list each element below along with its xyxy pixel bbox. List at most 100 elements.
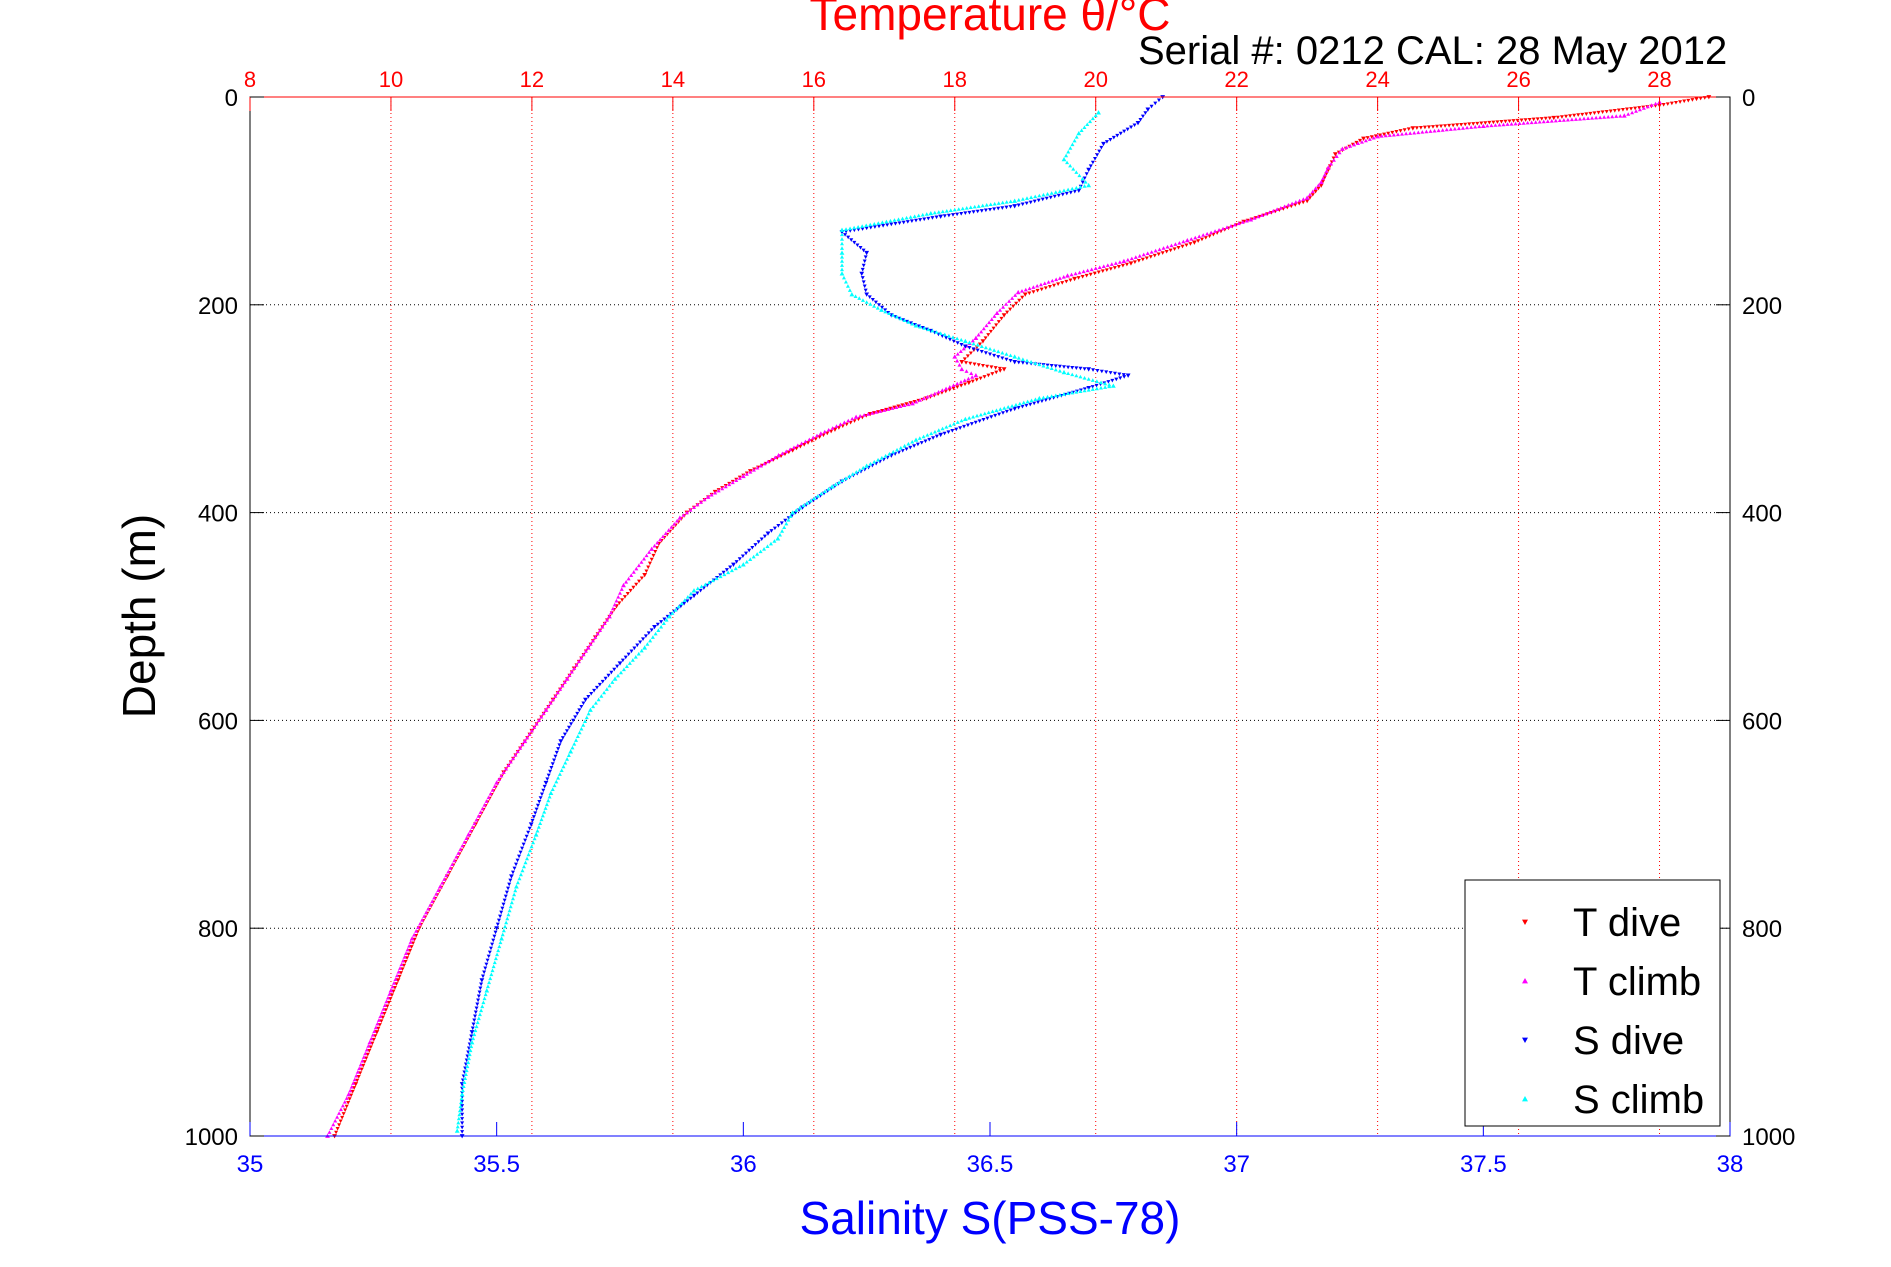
interpolated-point — [1172, 247, 1177, 251]
data-point — [691, 588, 697, 593]
interpolated-point — [862, 413, 867, 417]
interpolated-point — [782, 452, 787, 457]
interpolated-point — [646, 565, 651, 570]
data-point — [459, 1092, 465, 1097]
interpolated-point — [986, 373, 991, 378]
interpolated-point — [673, 608, 678, 612]
interpolated-point — [1019, 289, 1024, 293]
interpolated-point — [405, 956, 410, 960]
interpolated-point — [934, 215, 939, 220]
interpolated-point — [626, 576, 631, 581]
interpolated-point — [1452, 126, 1457, 131]
interpolated-point — [563, 760, 568, 765]
interpolated-point — [534, 807, 539, 812]
interpolated-point — [914, 399, 919, 404]
interpolated-point — [480, 1004, 485, 1009]
interpolated-point — [625, 592, 630, 596]
interpolated-point — [1348, 144, 1353, 148]
interpolated-point — [1177, 240, 1182, 245]
interpolated-point — [1071, 167, 1076, 171]
interpolated-point — [996, 206, 1001, 211]
interpolated-point — [872, 304, 877, 308]
interpolated-point — [592, 688, 597, 693]
interpolated-point — [678, 604, 683, 609]
interpolated-point — [904, 447, 909, 452]
interpolated-point — [1499, 120, 1504, 124]
interpolated-point — [984, 203, 989, 207]
interpolated-point — [1324, 172, 1329, 176]
interpolated-point — [566, 753, 571, 757]
interpolated-point — [504, 920, 509, 925]
data-point — [466, 832, 471, 837]
data-point — [388, 988, 394, 993]
interpolated-point — [914, 218, 918, 223]
interpolated-point — [860, 298, 865, 302]
interpolated-point — [955, 358, 960, 363]
interpolated-point — [848, 226, 853, 231]
interpolated-point — [838, 422, 843, 427]
interpolated-point — [527, 732, 532, 736]
interpolated-point — [1096, 270, 1101, 275]
interpolated-point — [769, 529, 774, 533]
interpolated-point — [875, 306, 880, 310]
data-point — [454, 1128, 460, 1133]
interpolated-point — [1598, 115, 1603, 120]
interpolated-point — [960, 206, 965, 211]
interpolated-point — [537, 800, 542, 804]
interpolated-point — [982, 411, 987, 416]
interpolated-point — [508, 759, 513, 764]
interpolated-point — [740, 554, 745, 559]
interpolated-point — [1117, 372, 1122, 377]
interpolated-point — [1196, 239, 1201, 243]
depth-tick-label-right: 400 — [1742, 501, 1782, 528]
interpolated-point — [794, 508, 799, 512]
interpolated-point — [555, 690, 560, 695]
interpolated-point — [465, 1064, 470, 1069]
interpolated-point — [880, 305, 885, 310]
data-point — [621, 582, 626, 588]
interpolated-point — [1073, 271, 1078, 276]
interpolated-point — [1032, 401, 1037, 406]
interpolated-point — [1188, 242, 1193, 246]
interpolated-point — [946, 213, 951, 218]
interpolated-point — [990, 372, 995, 376]
interpolated-point — [992, 348, 997, 352]
interpolated-point — [968, 205, 973, 210]
interpolated-point — [1271, 208, 1276, 213]
interpolated-point — [1008, 408, 1013, 413]
interpolated-point — [388, 997, 393, 1001]
interpolated-point — [857, 468, 862, 472]
interpolated-point — [1094, 386, 1099, 391]
interpolated-point — [382, 1011, 387, 1016]
interpolated-point — [844, 227, 849, 231]
interpolated-point — [1066, 187, 1071, 192]
interpolated-point — [852, 240, 857, 245]
interpolated-point — [1614, 114, 1619, 118]
interpolated-point — [862, 284, 867, 289]
interpolated-point — [722, 572, 727, 577]
data-point — [1191, 240, 1197, 245]
interpolated-point — [900, 403, 905, 407]
data-point — [973, 373, 979, 378]
interpolated-point — [495, 952, 500, 957]
interpolated-point — [1565, 117, 1570, 122]
temperature-tick-label: 10 — [379, 67, 403, 92]
interpolated-point — [575, 734, 580, 739]
interpolated-point — [1473, 124, 1478, 129]
interpolated-point — [361, 1063, 366, 1068]
interpolated-point — [1197, 234, 1202, 239]
interpolated-point — [460, 1088, 465, 1093]
interpolated-point — [450, 862, 455, 866]
legend-label: T climb — [1573, 960, 1701, 1004]
interpolated-point — [1049, 366, 1054, 371]
data-point — [1061, 369, 1067, 375]
interpolated-point — [992, 314, 997, 318]
interpolated-point — [532, 725, 537, 729]
interpolated-point — [954, 427, 959, 432]
interpolated-point — [992, 207, 997, 211]
data-point — [499, 936, 504, 941]
interpolated-point — [478, 986, 483, 991]
interpolated-point — [1132, 123, 1137, 128]
data-point — [494, 780, 500, 785]
interpolated-point — [850, 416, 855, 421]
